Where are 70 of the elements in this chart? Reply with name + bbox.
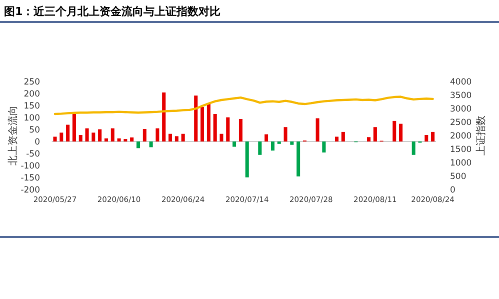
bar (92, 132, 96, 142)
y2-tick-label: 1000 (450, 158, 472, 168)
y-tick-label: 250 (24, 78, 40, 88)
bar (156, 128, 160, 142)
bar (226, 117, 230, 142)
bar (181, 134, 185, 142)
bar (136, 141, 140, 148)
y-tick-label: -100 (20, 161, 40, 172)
bar (258, 141, 262, 155)
y-tick-label: -150 (20, 173, 40, 184)
bar (60, 132, 64, 142)
y-tick-label: -200 (20, 185, 40, 196)
bar (412, 141, 416, 155)
bar (130, 137, 134, 142)
bar (168, 134, 172, 142)
bar (245, 141, 249, 178)
y2-tick-label: 2000 (450, 132, 472, 142)
bar (373, 127, 377, 142)
bar (392, 120, 396, 142)
bar (53, 136, 57, 142)
bar (98, 129, 102, 142)
y-axis-title: 北上资金流向 (7, 106, 19, 166)
bar (117, 138, 121, 142)
bar (206, 102, 210, 142)
bar (220, 134, 224, 142)
bar (290, 141, 294, 145)
bar (296, 141, 300, 176)
bar (367, 137, 371, 142)
bar (142, 129, 146, 142)
y2-tick-label: 0 (450, 185, 456, 196)
y2-tick-label: 2500 (450, 118, 472, 128)
bar (431, 132, 435, 142)
bar (334, 136, 339, 142)
y-tick-label: 100 (24, 114, 40, 124)
chart-title: 图1：近三个月北上资金流向与上证指数对比 (4, 5, 221, 18)
y2-tick-label: 1500 (450, 144, 472, 155)
bar (149, 141, 153, 148)
bar (232, 141, 236, 147)
bar (194, 96, 198, 142)
y2-tick-label: 500 (450, 172, 466, 182)
bar (270, 141, 274, 151)
bar (264, 134, 268, 142)
bar (277, 141, 281, 144)
bar (399, 124, 403, 142)
y-tick-label: 150 (24, 102, 40, 112)
bar (316, 118, 320, 142)
bar (424, 135, 428, 142)
bar (213, 114, 217, 142)
bar (238, 119, 242, 142)
bar (78, 135, 82, 142)
bar (104, 138, 108, 142)
y-tick-label: 0 (34, 137, 40, 148)
bar (110, 128, 114, 142)
y-tick-label: -50 (26, 149, 40, 160)
bar (85, 128, 89, 142)
y2-tick-label: 3500 (450, 91, 472, 102)
bar (200, 107, 204, 142)
line-series (54, 96, 434, 116)
y2-tick-label: 4000 (450, 78, 472, 88)
bar (284, 127, 288, 142)
y2-tick-label: 3000 (450, 104, 472, 115)
bar (66, 124, 70, 142)
bar (341, 132, 345, 142)
y2-axis-title: 上证指数 (475, 116, 487, 156)
y-tick-label: 200 (24, 90, 40, 100)
bar (174, 136, 178, 142)
bar (322, 141, 326, 152)
bar (72, 114, 76, 142)
y-tick-label: 50 (29, 126, 40, 136)
bar (162, 92, 166, 142)
